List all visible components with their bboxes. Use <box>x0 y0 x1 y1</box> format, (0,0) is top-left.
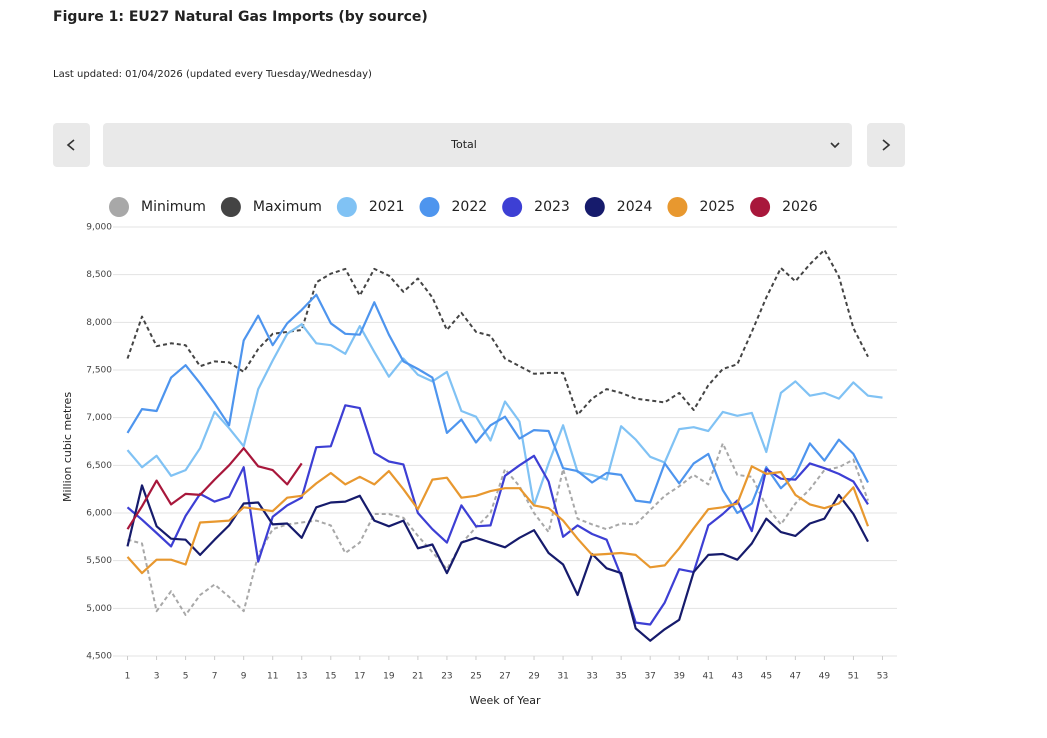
x-tick-label: 13 <box>296 672 307 682</box>
series-line <box>126 404 869 626</box>
series-line <box>126 465 870 575</box>
series-line <box>126 484 869 642</box>
y-tick-label: 7,000 <box>86 413 112 423</box>
x-tick-label: 35 <box>615 672 626 682</box>
x-tick-label: 47 <box>790 672 801 682</box>
prev-icon <box>66 139 75 151</box>
x-tick-label: 33 <box>586 672 597 682</box>
legend-marker <box>109 197 129 217</box>
legend-item[interactable]: 2021 <box>336 197 405 217</box>
series-line <box>127 442 869 616</box>
x-tick-label: 37 <box>644 672 655 682</box>
legend-label: 2026 <box>782 199 818 215</box>
legend-label: Minimum <box>141 199 206 215</box>
x-tick-label: 53 <box>877 672 888 682</box>
series-line <box>126 447 303 530</box>
source-dropdown[interactable]: Total <box>103 123 852 167</box>
legend-item[interactable]: 2026 <box>750 197 818 217</box>
chart: Million cubic metres Week of Year 4,500 5… <box>61 197 897 707</box>
x-tick-label: 49 <box>819 672 831 682</box>
legend-marker <box>419 197 440 217</box>
y-axis-title: Million cubic metres <box>61 392 74 502</box>
page-title: Figure 1: EU27 Natural Gas Imports (by s… <box>53 9 428 25</box>
legend-item[interactable]: Minimum <box>109 197 206 217</box>
x-tick-label: 31 <box>557 672 568 682</box>
y-tick-label: 4,500 <box>86 652 112 662</box>
legend-label: Maximum <box>253 199 322 215</box>
legend-item[interactable]: 2025 <box>667 197 735 217</box>
legend-marker <box>220 197 241 217</box>
legend-marker <box>502 197 523 217</box>
x-tick-label: 43 <box>732 672 743 682</box>
legend-item[interactable]: Maximum <box>220 197 322 217</box>
x-axis-title: Week of Year <box>469 694 540 707</box>
dropdown-icon <box>830 142 840 149</box>
x-tick-label: 5 <box>183 672 189 682</box>
series-line <box>126 323 883 507</box>
legend-item[interactable]: 2024 <box>584 197 653 217</box>
x-tick-label: 41 <box>703 672 714 682</box>
series-line <box>126 293 869 515</box>
legend-item[interactable]: 2022 <box>419 197 488 217</box>
x-tick-label: 7 <box>212 672 218 682</box>
dropdown-value: Total <box>450 138 477 151</box>
legend-item[interactable]: 2023 <box>502 197 570 217</box>
x-tick-label: 51 <box>848 672 859 682</box>
x-tick-label: 3 <box>154 672 160 682</box>
y-tick-label: 6,500 <box>86 461 112 471</box>
prev-button-bg <box>53 123 90 167</box>
y-tick-label: 8,500 <box>86 270 112 280</box>
y-tick-label: 6,000 <box>86 509 112 519</box>
y-tick-label: 9,000 <box>86 223 112 233</box>
x-tick-label: 39 <box>673 672 685 682</box>
x-tick-label: 9 <box>241 672 247 682</box>
legend-marker <box>584 197 605 217</box>
y-tick-label: 7,500 <box>86 366 112 376</box>
x-tick-label: 23 <box>441 672 452 682</box>
next-button-bg <box>867 123 905 167</box>
x-tick-label: 45 <box>761 672 772 682</box>
x-tick-label: 29 <box>528 672 540 682</box>
next-icon <box>882 139 891 151</box>
page-subtitle: Last updated: 01/04/2026 (updated every … <box>53 69 372 80</box>
x-tick-label: 15 <box>325 672 336 682</box>
legend-label: 2023 <box>534 199 570 215</box>
dropdown-bg <box>103 123 852 167</box>
series-line <box>126 248 869 416</box>
legend-marker <box>336 197 357 217</box>
x-tick-label: 1 <box>125 672 131 682</box>
x-tick-label: 17 <box>354 672 365 682</box>
x-tick-label: 27 <box>499 672 510 682</box>
legend-label: 2024 <box>617 199 653 215</box>
x-tick-label: 11 <box>267 672 278 682</box>
prev-button[interactable] <box>53 123 90 167</box>
legend-label: 2022 <box>452 199 488 215</box>
y-tick-label: 5,000 <box>86 604 112 614</box>
y-tick-label: 5,500 <box>86 556 112 566</box>
next-button[interactable] <box>867 123 905 167</box>
legend-label: 2021 <box>369 199 405 215</box>
y-tick-label: 8,000 <box>86 318 112 328</box>
x-tick-label: 21 <box>412 672 423 682</box>
x-tick-label: 25 <box>470 672 481 682</box>
x-tick-label: 19 <box>383 672 395 682</box>
legend-label: 2025 <box>699 199 735 215</box>
legend-marker <box>750 197 771 217</box>
legend-marker <box>667 197 688 217</box>
